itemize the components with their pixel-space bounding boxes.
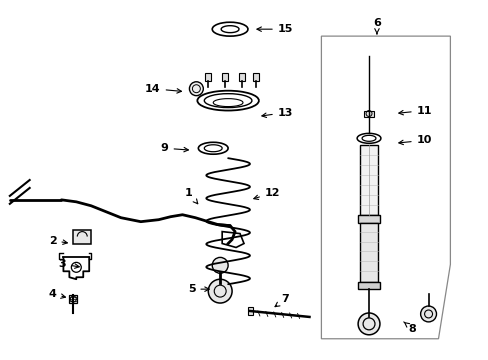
Bar xyxy=(222,73,228,81)
Bar xyxy=(239,73,244,81)
Bar xyxy=(247,307,252,315)
Bar xyxy=(357,215,379,223)
Text: 7: 7 xyxy=(274,294,289,307)
Text: 6: 6 xyxy=(372,18,380,34)
Text: 13: 13 xyxy=(262,108,292,117)
Text: 9: 9 xyxy=(161,143,188,153)
Bar xyxy=(357,282,379,289)
Text: 4: 4 xyxy=(48,289,65,299)
Bar xyxy=(252,73,258,81)
Bar xyxy=(69,295,77,303)
Text: 8: 8 xyxy=(403,322,416,334)
Text: 14: 14 xyxy=(145,84,181,94)
Text: 15: 15 xyxy=(256,24,292,34)
Circle shape xyxy=(189,82,203,96)
Text: 2: 2 xyxy=(49,235,67,246)
Bar xyxy=(205,73,211,81)
Text: 5: 5 xyxy=(187,284,209,294)
Circle shape xyxy=(208,279,232,303)
Circle shape xyxy=(212,257,228,273)
Bar xyxy=(359,223,377,282)
Text: 3: 3 xyxy=(59,259,79,269)
Text: 10: 10 xyxy=(398,135,431,145)
Text: 12: 12 xyxy=(253,188,280,199)
Circle shape xyxy=(420,306,436,322)
Bar xyxy=(73,230,91,243)
Circle shape xyxy=(357,313,379,335)
Text: 1: 1 xyxy=(184,188,197,204)
Bar xyxy=(359,145,377,215)
Bar xyxy=(364,111,373,117)
Text: 11: 11 xyxy=(398,105,431,116)
